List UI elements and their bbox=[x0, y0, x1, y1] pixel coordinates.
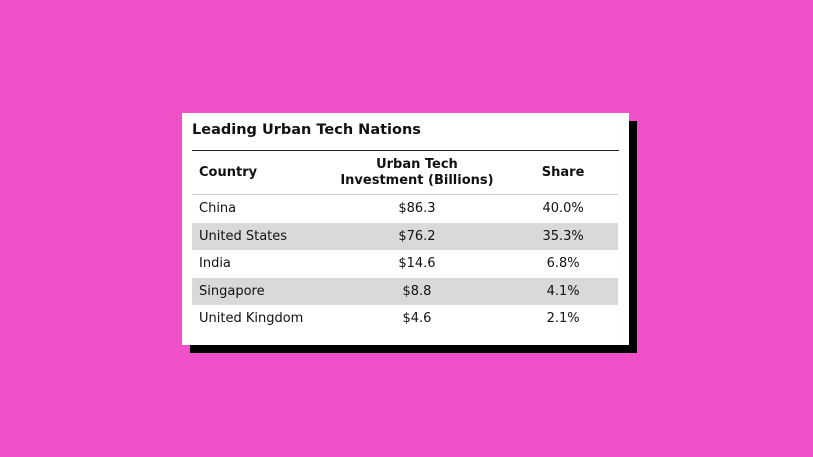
card: Leading Urban Tech Nations Country Urban… bbox=[182, 113, 629, 345]
table-cell: $4.6 bbox=[402, 311, 432, 327]
table-cell: India bbox=[199, 256, 231, 272]
header-row: Country Urban Tech Investment (Billions)… bbox=[192, 151, 618, 195]
table-cell: $14.6 bbox=[398, 256, 436, 272]
table-row: United Kingdom $4.6 2.1% bbox=[192, 305, 618, 333]
table-cell: China bbox=[199, 201, 237, 217]
table-cell: 2.1% bbox=[546, 311, 580, 327]
table-cell: $8.8 bbox=[325, 277, 509, 305]
table-title: Leading Urban Tech Nations bbox=[192, 122, 619, 151]
header-cell: Country bbox=[192, 151, 326, 195]
table-cell: United States bbox=[192, 222, 326, 250]
data-table: Country Urban Tech Investment (Billions)… bbox=[192, 151, 618, 333]
header-cell: Share bbox=[508, 151, 618, 195]
table-cell: $86.3 bbox=[398, 201, 436, 217]
table-cell: 6.8% bbox=[546, 256, 580, 272]
table-cell: Singapore bbox=[192, 277, 326, 305]
table-row: United States $76.2 35.3% bbox=[192, 222, 618, 250]
table-body: China $86.3 40.0% United States $76.2 35.3% In… bbox=[192, 195, 618, 333]
table-row: Singapore $8.8 4.1% bbox=[192, 277, 618, 305]
header-cell: Urban Tech Investment (Billions) bbox=[325, 151, 509, 195]
table-cell: 35.3% bbox=[508, 222, 618, 250]
table-row: India $14.6 6.8% bbox=[192, 250, 618, 278]
table-cell: $76.2 bbox=[325, 222, 509, 250]
table-cell: 40.0% bbox=[542, 201, 584, 217]
table-cell: United Kingdom bbox=[199, 311, 304, 327]
table-row: China $86.3 40.0% bbox=[192, 195, 618, 223]
table-head: Country Urban Tech Investment (Billions)… bbox=[192, 151, 618, 195]
table-cell: 4.1% bbox=[508, 277, 618, 305]
